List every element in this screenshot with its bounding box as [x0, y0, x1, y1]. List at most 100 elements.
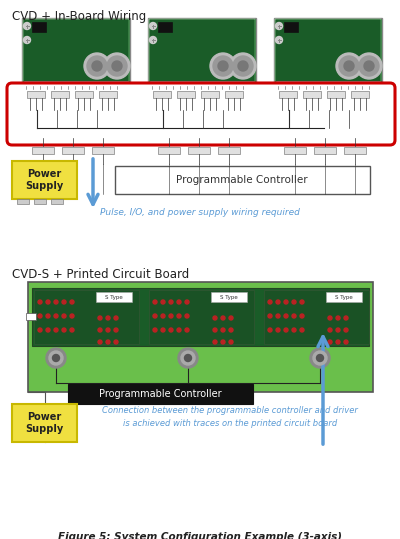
Circle shape [213, 316, 217, 320]
Bar [34, 199, 46, 204]
Circle shape [106, 328, 110, 332]
Bar [150, 81, 254, 86]
Text: S Type: S Type [220, 294, 238, 300]
Circle shape [359, 56, 379, 76]
Circle shape [98, 328, 102, 332]
Text: Pulse, I/O, and power supply wiring required: Pulse, I/O, and power supply wiring requ… [100, 208, 300, 217]
Circle shape [84, 53, 110, 79]
Circle shape [230, 53, 256, 79]
Text: CVD + In-Board Wiring: CVD + In-Board Wiring [12, 10, 146, 23]
Text: Figure 5: System Configuration Example (3-axis): Figure 5: System Configuration Example (… [58, 532, 342, 539]
Circle shape [169, 300, 173, 304]
Circle shape [153, 300, 157, 304]
Circle shape [268, 314, 272, 318]
Circle shape [213, 340, 217, 344]
Bar [32, 147, 54, 154]
Bar [211, 292, 247, 302]
Circle shape [185, 300, 189, 304]
Circle shape [268, 328, 272, 332]
Circle shape [292, 300, 296, 304]
Circle shape [177, 328, 181, 332]
Bar [279, 91, 297, 98]
Circle shape [24, 23, 30, 30]
Circle shape [300, 328, 304, 332]
Circle shape [221, 328, 225, 332]
Text: Connection between the programmable controller and driver
is achieved with trace: Connection between the programmable cont… [102, 406, 358, 427]
Circle shape [344, 340, 348, 344]
Circle shape [213, 328, 217, 332]
Bar [326, 292, 362, 302]
Bar [327, 91, 345, 98]
Circle shape [104, 53, 130, 79]
Bar [17, 199, 29, 204]
Circle shape [54, 328, 58, 332]
Bar [149, 19, 255, 85]
Circle shape [177, 314, 181, 318]
Circle shape [310, 348, 330, 368]
Circle shape [213, 56, 233, 76]
Circle shape [62, 300, 66, 304]
Circle shape [150, 37, 156, 44]
Circle shape [150, 23, 156, 30]
Bar [68, 384, 253, 404]
Circle shape [153, 328, 157, 332]
Circle shape [210, 53, 236, 79]
Circle shape [178, 348, 198, 368]
Circle shape [70, 314, 74, 318]
Circle shape [54, 314, 58, 318]
Text: Power
Supply: Power Supply [25, 412, 64, 434]
Circle shape [46, 314, 50, 318]
Circle shape [169, 328, 173, 332]
Circle shape [336, 328, 340, 332]
Circle shape [339, 56, 359, 76]
Bar [148, 18, 256, 86]
Bar [201, 91, 219, 98]
Circle shape [107, 56, 127, 76]
Text: S Type: S Type [105, 294, 123, 300]
Bar [149, 290, 254, 344]
Circle shape [218, 61, 228, 71]
Bar [177, 91, 195, 98]
FancyBboxPatch shape [7, 83, 395, 145]
Bar [115, 166, 370, 194]
Circle shape [328, 328, 332, 332]
Circle shape [46, 348, 66, 368]
Bar [275, 19, 381, 85]
Circle shape [316, 355, 324, 362]
Circle shape [336, 53, 362, 79]
Circle shape [46, 328, 50, 332]
Circle shape [185, 328, 189, 332]
Circle shape [114, 340, 118, 344]
Circle shape [336, 316, 340, 320]
Bar [12, 404, 77, 442]
Bar [158, 147, 180, 154]
Circle shape [106, 316, 110, 320]
Bar [276, 81, 380, 86]
Bar [314, 147, 336, 154]
Circle shape [276, 328, 280, 332]
Text: CVD-S + Printed Circuit Board: CVD-S + Printed Circuit Board [12, 268, 189, 281]
Circle shape [92, 61, 102, 71]
Bar [32, 22, 46, 32]
Circle shape [276, 314, 280, 318]
Circle shape [98, 340, 102, 344]
Circle shape [62, 328, 66, 332]
Circle shape [185, 314, 189, 318]
Circle shape [38, 300, 42, 304]
Circle shape [344, 61, 354, 71]
Circle shape [87, 56, 107, 76]
Circle shape [38, 328, 42, 332]
Circle shape [292, 328, 296, 332]
Circle shape [52, 355, 60, 362]
Circle shape [276, 23, 282, 30]
Circle shape [161, 314, 165, 318]
Circle shape [46, 300, 50, 304]
Bar [62, 147, 84, 154]
Bar [188, 147, 210, 154]
Text: Programmable Controller: Programmable Controller [99, 389, 222, 399]
Bar [32, 288, 369, 346]
Circle shape [229, 340, 233, 344]
Circle shape [24, 37, 30, 44]
Text: Programmable Controller: Programmable Controller [176, 175, 308, 185]
Circle shape [268, 300, 272, 304]
